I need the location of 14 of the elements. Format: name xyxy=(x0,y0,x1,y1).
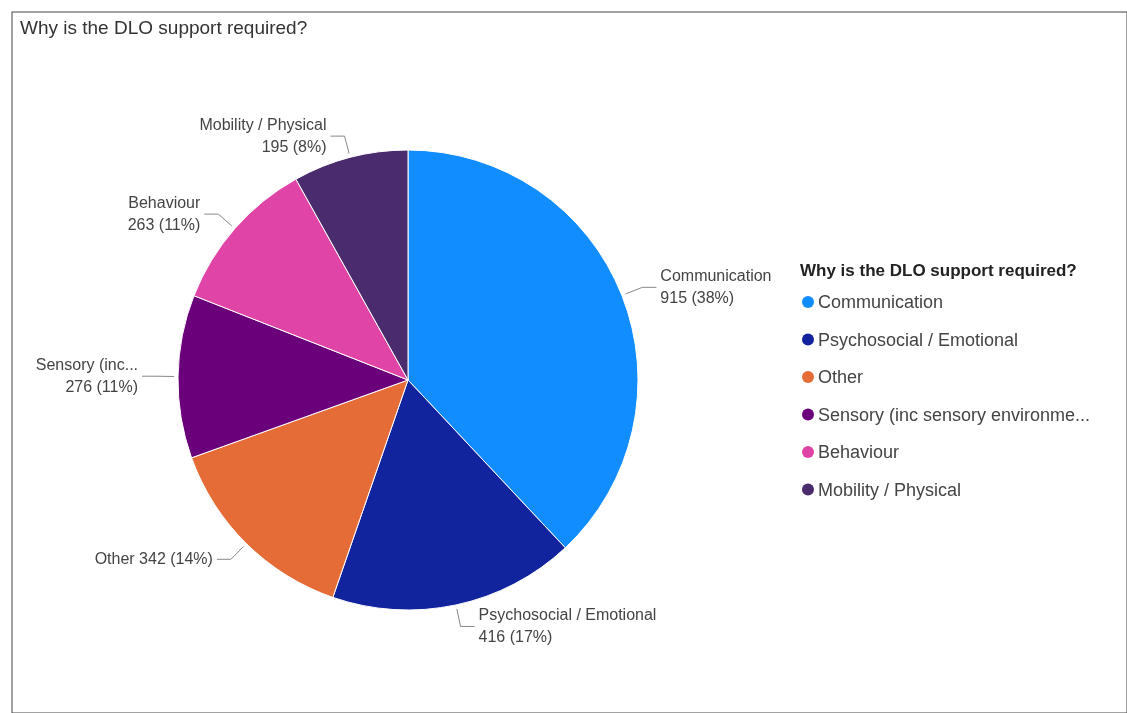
legend-label: Behaviour xyxy=(818,442,900,462)
legend-label: Psychosocial / Emotional xyxy=(818,329,1019,350)
data-label: Mobility / Physical 195 (8%) xyxy=(199,116,327,156)
legend-label: Mobility / Physical xyxy=(818,479,962,500)
legend-label: Other xyxy=(818,367,864,387)
data-label: Psychosocial / Emotional 416 (17%) xyxy=(478,606,657,646)
legend-label: Sensory (inc sensory environme... xyxy=(818,404,1091,425)
legend-title: Why is the DLO support required? xyxy=(800,261,1077,280)
data-label: Other 342 (14%) xyxy=(94,550,213,568)
chart-title: Why is the DLO support required? xyxy=(20,17,308,38)
data-label: Behaviour 263 (11%) xyxy=(127,194,201,234)
legend-label: Communication xyxy=(818,292,944,312)
data-label: Communication 915 (38%) xyxy=(660,267,772,307)
data-label: Sensory (inc... 276 (11%) xyxy=(35,356,139,396)
